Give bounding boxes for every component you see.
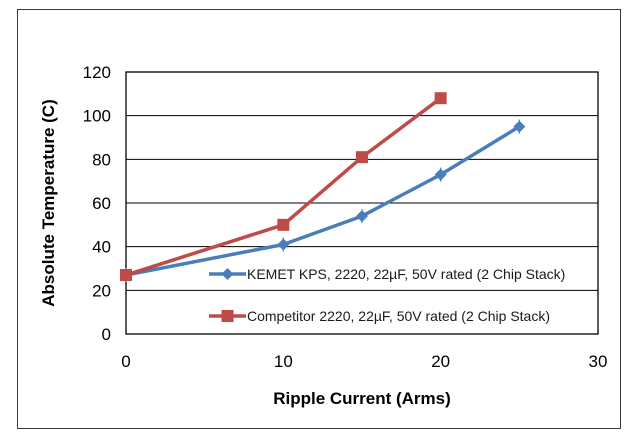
y-tick-label: 20: [92, 281, 111, 300]
series-line: [125, 125, 521, 277]
series-2: [120, 92, 447, 282]
x-tick-label: 20: [431, 352, 450, 371]
y-tick-label: 100: [83, 107, 111, 126]
gridlines: [126, 115, 598, 291]
legend-label: Competitor 2220, 22µF, 50V rated (2 Chip…: [247, 308, 550, 324]
x-axis-title: Ripple Current (Arms): [273, 389, 451, 408]
y-tick-label: 80: [92, 150, 111, 169]
legend-marker: [221, 310, 234, 322]
legend-label: KEMET KPS, 2220, 22µF, 50V rated (2 Chip…: [247, 266, 565, 282]
series-line: [125, 96, 442, 277]
data-point: [277, 238, 290, 251]
tick-labels: 0 20 40 60 80 100 120 0 10 20 30: [83, 63, 608, 371]
chart-frame: [17, 9, 621, 429]
data-point: [120, 269, 132, 282]
y-axis-title: Absolute Temperature (C): [39, 99, 58, 307]
y-tick-label: 40: [92, 238, 111, 257]
legend-marker: [221, 268, 234, 280]
data-point: [356, 151, 368, 164]
data-point: [277, 218, 290, 231]
data-point: [434, 92, 447, 105]
y-tick-label: 0: [102, 325, 111, 344]
data-point: [513, 120, 526, 133]
plot-area: [125, 71, 599, 335]
data-point: [434, 168, 447, 181]
series-layer: [120, 92, 526, 283]
x-tick-label: 0: [121, 352, 130, 371]
x-tick-label: 30: [589, 352, 608, 371]
y-tick-label: 120: [83, 63, 111, 82]
legend: KEMET KPS, 2220, 22µF, 50V rated (2 Chip…: [209, 266, 565, 324]
data-point: [356, 210, 368, 223]
y-tick-label: 60: [92, 194, 111, 213]
x-tick-label: 10: [274, 352, 293, 371]
